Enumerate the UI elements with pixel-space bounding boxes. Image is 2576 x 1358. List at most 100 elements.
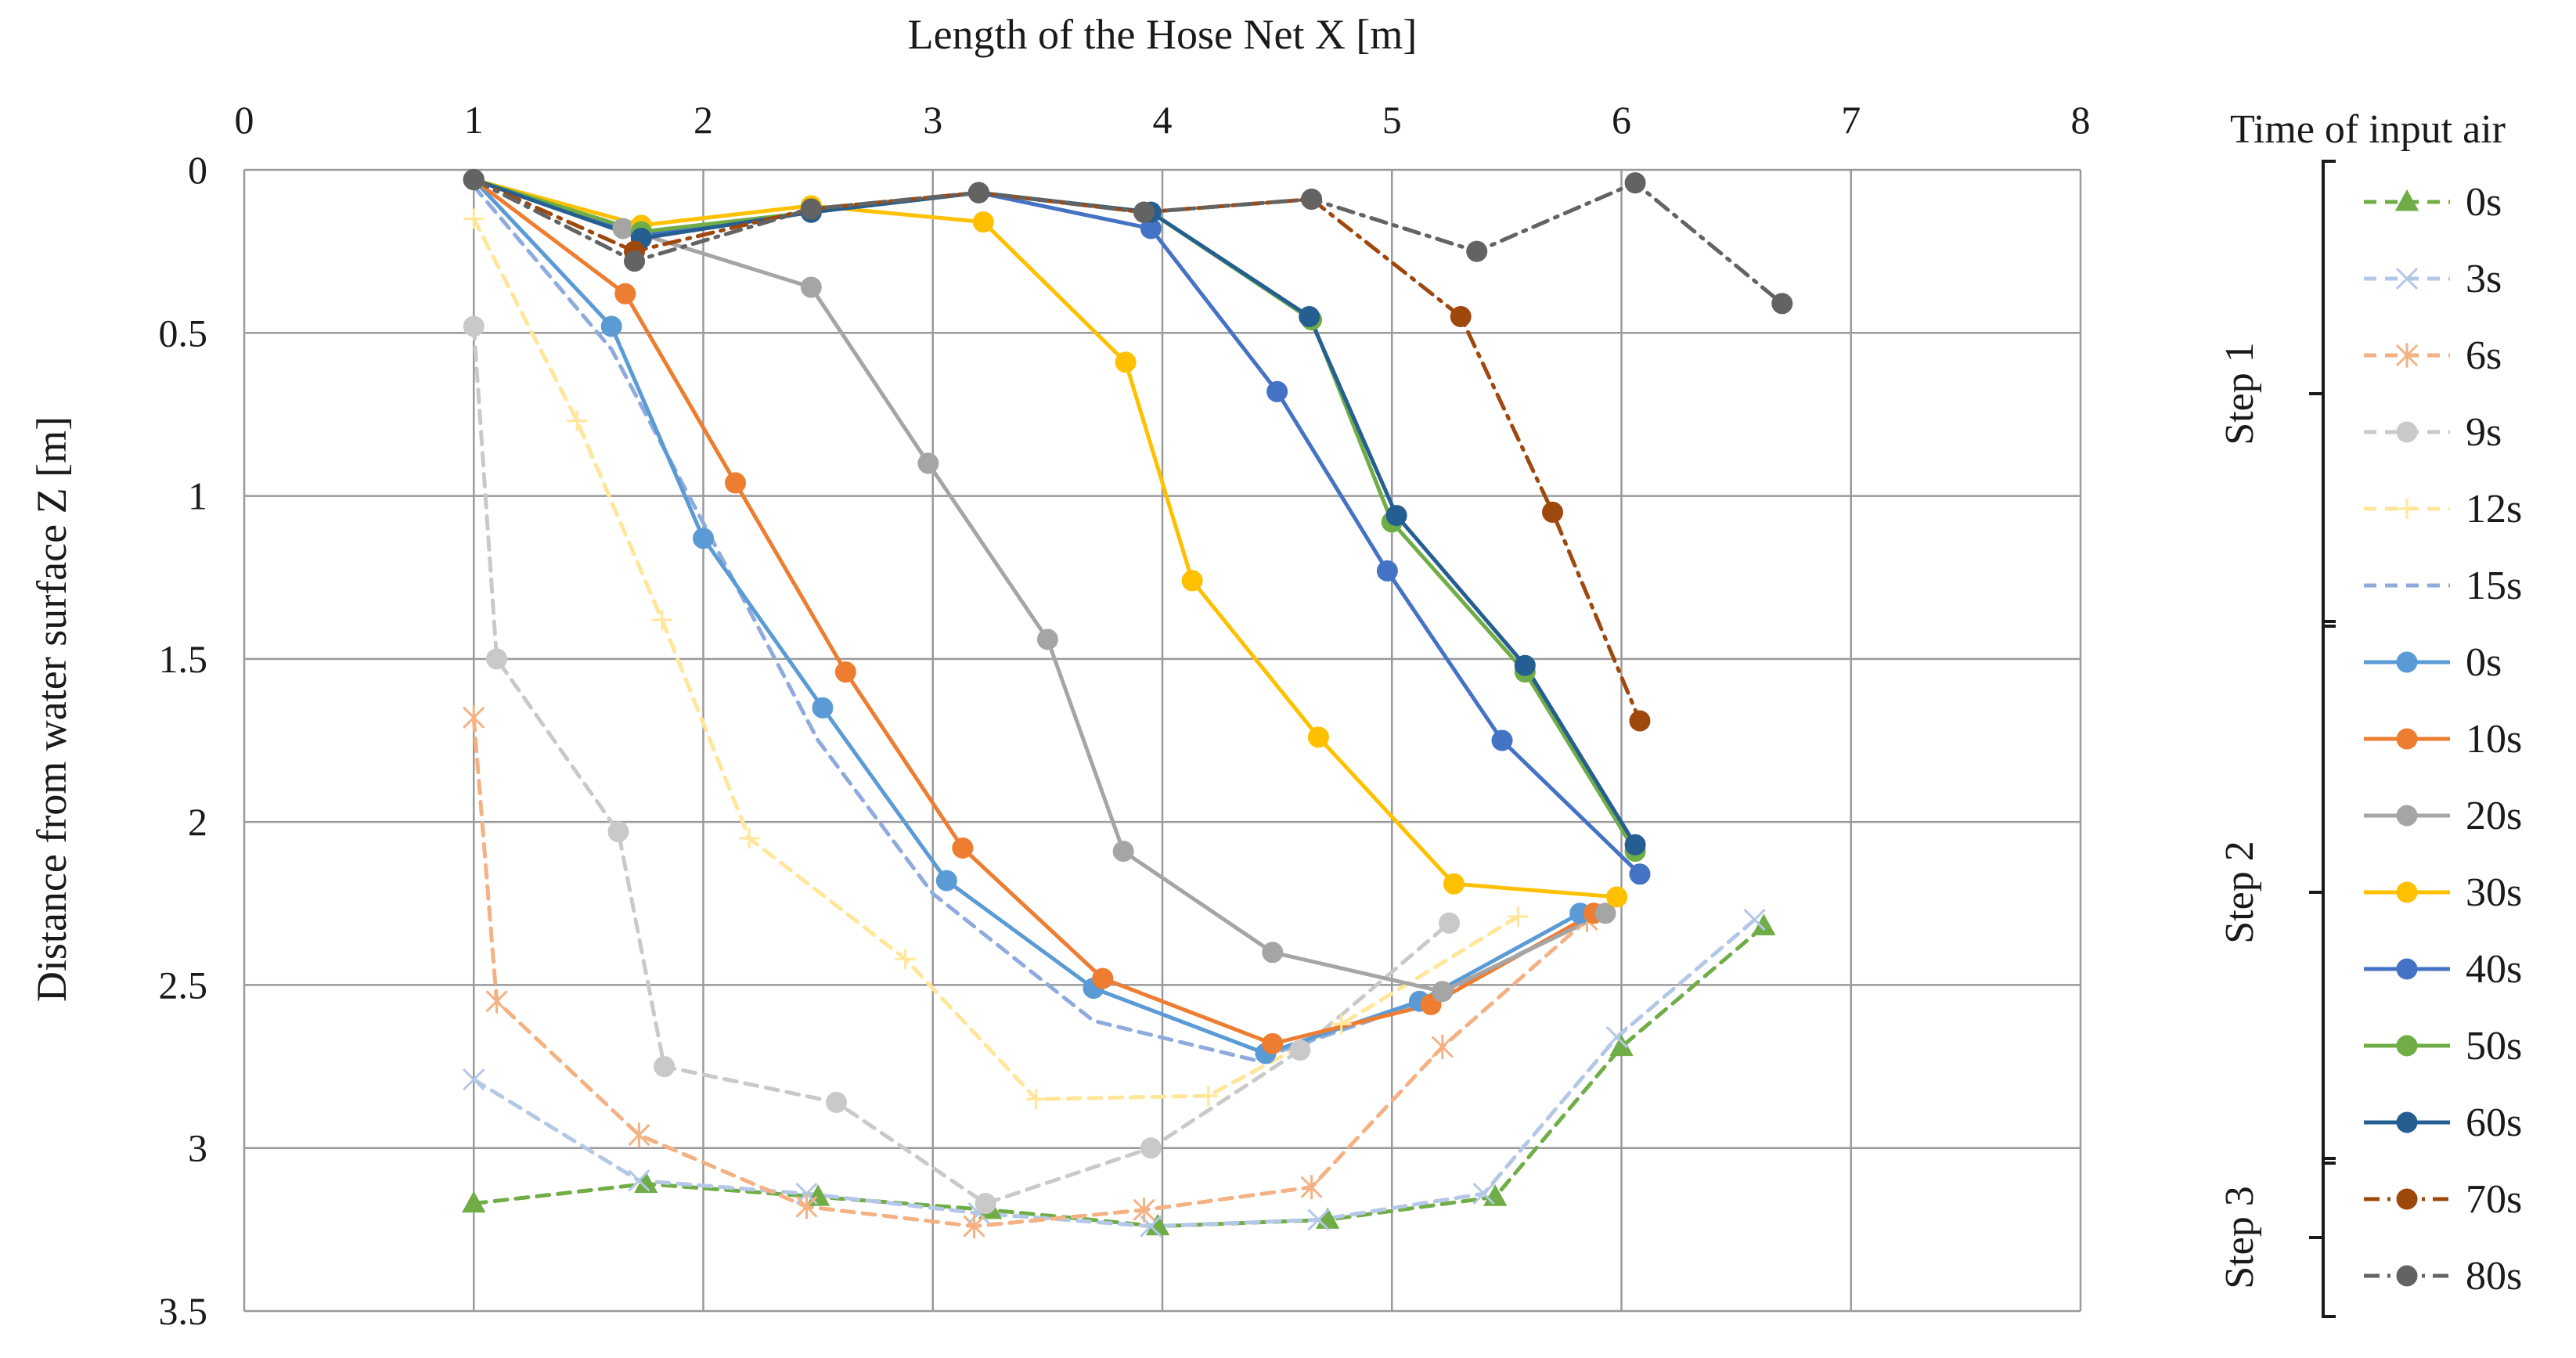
legend-label: 6s <box>2466 333 2502 378</box>
series-step2-10s-point <box>1262 1032 1284 1054</box>
series-step1-9s-point <box>975 1193 996 1215</box>
series-step2-10s-point <box>725 472 747 494</box>
legend-step-bracket-1: Step 1 <box>2218 160 2336 628</box>
legend-entry-step1-9s: 9s <box>2364 410 2502 455</box>
series-step2-0s-point <box>935 870 957 892</box>
series-step2-20s-point <box>917 452 939 474</box>
series-step1-12s-point <box>1508 906 1529 927</box>
legend-swatch-marker <box>2396 805 2418 827</box>
y-tick-label: 1.5 <box>159 637 208 681</box>
legend-entry-step1-15s: 15s <box>2364 564 2522 608</box>
series-step1-3s-point <box>1605 1026 1628 1049</box>
series-step3-80s-point <box>1466 240 1488 262</box>
series-step2-20s-point <box>800 276 822 298</box>
legend-entry-step1-0s: 0s <box>2364 180 2502 225</box>
series-step1-3s-point <box>1472 1182 1495 1205</box>
legend-title: Time of input air <box>2230 107 2506 152</box>
series-step2-0s-point <box>812 697 834 719</box>
series-step2-60s-point <box>1385 505 1407 527</box>
legend-label: 15s <box>2466 564 2522 608</box>
series-step1-12s-point <box>1025 1089 1047 1110</box>
legend-label: 9s <box>2466 410 2502 455</box>
series-step2-40s-point <box>1629 863 1651 885</box>
series-step1-12s-point <box>1331 1014 1352 1035</box>
series-step1-3s-point <box>463 1068 485 1091</box>
series-step3-70s-point <box>1450 305 1472 327</box>
series-step2-40s-point <box>1376 560 1398 582</box>
series-step1-9s-point <box>1140 1137 1162 1159</box>
legend-swatch-marker <box>2394 189 2419 211</box>
legend-swatch-marker <box>2396 728 2418 750</box>
series-step1-9s-point <box>1439 912 1461 934</box>
legend-entry-step2-20s: 20s <box>2364 794 2522 838</box>
legend-step-bracket-3: Step 3 <box>2218 1157 2336 1318</box>
series-markers <box>462 168 1793 1239</box>
series-step3-80s-point <box>800 198 822 220</box>
series-step1-6s-point <box>963 1214 985 1239</box>
legend-label: 80s <box>2466 1254 2522 1299</box>
series-step2-20s-point <box>1112 841 1134 863</box>
series-step1-12s-point <box>463 208 485 229</box>
series-step1-12s-point <box>1198 1086 1219 1107</box>
series-step2-30s-point <box>1181 570 1203 592</box>
legend-swatch-marker <box>2396 958 2418 980</box>
series-step1-6s-point <box>1300 1175 1323 1200</box>
legend-entry-step1-6s: 6s <box>2364 333 2502 378</box>
legend-label: 20s <box>2466 794 2522 838</box>
series-step2-20s-point <box>612 218 634 240</box>
series-step1-6s-point <box>1431 1034 1454 1060</box>
legend-label: 0s <box>2466 640 2502 685</box>
series-step1-12s-point <box>567 410 588 431</box>
series-step3-80s-point <box>1771 293 1793 315</box>
series-step2-40s-point <box>1491 729 1513 751</box>
series-step2-60s-point <box>1299 305 1320 327</box>
legend-step-label: Step 2 <box>2218 841 2262 943</box>
series-step2-10s-point <box>614 283 636 304</box>
series-step2-10s-point <box>834 661 856 683</box>
series-step2-20s-point <box>1594 902 1616 924</box>
x-tick-label: 3 <box>923 98 942 142</box>
x-axis-title: Length of the Hose Net X [m] <box>908 11 1418 58</box>
legend-label: 3s <box>2466 257 2502 301</box>
legend-label: 10s <box>2466 717 2522 762</box>
series-step2-30s-point <box>1443 873 1465 895</box>
legend-swatch-marker <box>2396 1111 2418 1133</box>
series-step3-80s-point <box>967 182 989 204</box>
legend-entry-step2-40s: 40s <box>2364 947 2522 992</box>
series-step1-9s-point <box>463 315 485 337</box>
legend-swatch-marker <box>2396 1035 2418 1057</box>
legend-label: 30s <box>2466 870 2522 915</box>
legend-entry-step2-50s: 50s <box>2364 1024 2522 1068</box>
series-step2-20s-point <box>1036 629 1058 650</box>
series-step1-3s-point <box>628 1169 650 1192</box>
series-step2-30s-point <box>1307 726 1329 748</box>
series-step2-30s-point <box>1115 351 1137 373</box>
series-step3-80s-point <box>1133 201 1155 223</box>
legend-entry-step1-3s: 3s <box>2364 257 2502 301</box>
series-step1-9s-point <box>826 1091 848 1113</box>
series-step1-6s-point <box>463 705 485 730</box>
legend-label: 0s <box>2466 180 2502 225</box>
y-tick-label: 2 <box>188 800 207 844</box>
y-axis-title: Distance from water surface Z [m] <box>28 416 75 1002</box>
x-tick-label: 5 <box>1382 98 1402 142</box>
y-tick-label: 0.5 <box>159 311 208 355</box>
series-step1-0s-point <box>1609 1034 1634 1057</box>
series-step2-60s-point <box>1624 834 1646 856</box>
legend-entry-step2-60s: 60s <box>2364 1100 2522 1145</box>
series-step1-9s-point <box>1289 1039 1311 1061</box>
x-tick-label: 6 <box>1612 98 1631 142</box>
legend-label: 70s <box>2466 1177 2522 1222</box>
legend-swatch-marker <box>2395 343 2419 368</box>
legend-entry-step3-70s: 70s <box>2364 1177 2522 1222</box>
y-tick-label: 2.5 <box>159 963 208 1007</box>
legend-step-label: Step 3 <box>2218 1186 2262 1288</box>
series-step1-9s-point <box>486 648 508 670</box>
series-step3-70s-point <box>1542 501 1564 523</box>
series-step2-60s-point <box>1514 654 1536 676</box>
series-step2-0s-point <box>693 528 714 549</box>
legend-swatch-marker <box>2396 651 2418 673</box>
x-tick-label: 4 <box>1153 98 1173 142</box>
